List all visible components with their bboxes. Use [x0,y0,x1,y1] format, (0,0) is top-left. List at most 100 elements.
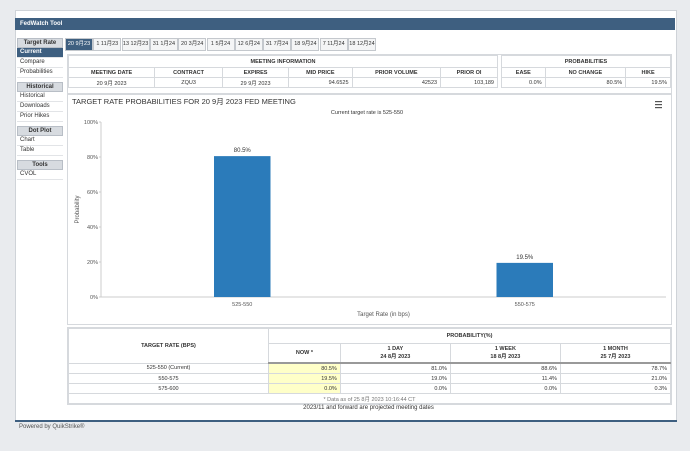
cell: HIKE [625,67,671,78]
cell: 20 9月 2023 [67,77,156,88]
side-item[interactable]: Compare [17,58,63,68]
cell: 42523 [351,77,442,88]
cell: 525-550 (Current) [68,362,269,374]
cell: 0.0% [268,383,341,394]
cell: 0.0% [339,383,451,394]
menu-icon [655,107,662,109]
info-box: MEETING INFORMATION MEETING DATE CONTRACT E… [67,54,672,94]
date-tab[interactable]: 20 9月23 [65,38,93,51]
cell: EASE [501,67,546,78]
side-item[interactable]: Downloads [17,102,63,112]
y-tick-label: 20% [87,260,98,266]
date-tab[interactable]: 1 5月24 [206,38,235,51]
cell: ZQU3 [154,77,223,88]
table-box: TARGET RATE (BPS) PROBABILITY(%) NOW * 1 DA… [67,327,672,405]
chart-box: TARGET RATE PROBABILITIES FOR 20 9月 2023… [67,94,672,325]
cell: 19.5% [268,373,341,384]
divider [15,420,677,422]
cell: MEETING DATE [67,67,156,78]
date-tab[interactable]: 13 12月23 [121,38,150,51]
col-name: 1 WEEK [494,346,516,352]
side-item[interactable]: Historical [17,92,63,102]
chart: TARGET RATE PROBABILITIES FOR 20 9月 2023… [72,97,666,318]
date-tab[interactable]: 1 11月23 [93,38,122,51]
cell: 0.0% [501,77,546,88]
col-name: NOW * [295,350,313,356]
cell: 29 9月 2023 [221,77,290,88]
cell: 80.5% [268,362,341,374]
cell: PRIOR OI [440,67,498,78]
app-title: FedWatch Tool [20,21,63,27]
powered-by: Powered by QuikStrike® [19,424,85,430]
footer-note: 2023/11 and forward are projected meetin… [303,405,434,411]
cell: 0.0% [449,383,561,394]
x-tick-label: 525-550 [232,302,252,308]
y-tick-label: 0% [90,295,98,301]
note-row: * Data as of 25 8月 2023 10:16:44 CT [68,393,671,404]
menu-icon [655,104,662,106]
col-header: 1 DAY 24 8月 2023 [339,343,451,364]
data-label: 80.5% [234,148,252,154]
data-row: 525-550 (Current) 80.5% 81.0% 88.6% 78.7% [68,362,672,374]
chart-title: TARGET RATE PROBABILITIES FOR 20 9月 2023… [72,97,296,106]
date-tab[interactable]: 18 9月24 [291,38,320,51]
y-tick-label: 100% [84,120,98,126]
y-tick-label: 80% [87,155,98,161]
prob-table: PROBABILITIES EASE NO CHANGE HIKE 0.0% 80.5% 1… [501,55,671,88]
cell: 19.5% [625,77,671,88]
sidebar: Target Rate Current Compare Probabilities Hi… [17,38,63,180]
meeting-table: MEETING INFORMATION MEETING DATE CONTRACT E… [67,55,498,88]
cell: * Data as of 25 8月 2023 10:16:44 CT [68,393,671,404]
y-axis-label: Probability [75,195,81,223]
cell: 0.3% [559,383,672,394]
cell: 81.0% [339,362,451,374]
side-header: Tools [17,160,63,170]
side-header: Historical [17,82,63,92]
prob-history: TARGET RATE (BPS) PROBABILITY(%) NOW * 1 DA… [68,328,672,404]
date-tab[interactable]: 12 6月24 [234,38,263,51]
col-name: 1 DAY [387,346,404,352]
y-tick-label: 60% [87,190,98,196]
cell: EXPIRES [221,67,290,78]
head-row: MEETING DATE CONTRACT EXPIRES MID PRICE PRIO… [67,67,498,78]
col-name: 1 MONTH [603,346,628,352]
date-tab[interactable]: 31 1月24 [149,38,178,51]
cell: PROBABILITY(%) [268,328,671,344]
cell: PRIOR VOLUME [351,67,442,78]
cell: 80.5% [544,77,627,88]
date-tab[interactable]: 31 7月24 [263,38,292,51]
bar [214,156,271,297]
data-row: 0.0% 80.5% 19.5% [501,77,671,88]
title-row: PROBABILITIES [501,55,671,68]
x-axis-label: Target Rate (in bps) [357,312,410,318]
side-item[interactable]: Prior Hikes [17,112,63,122]
side-header: Target Rate [17,38,63,48]
cell: 94.6525 [288,77,353,88]
side-item[interactable]: Chart [17,136,63,146]
data-label: 19.5% [516,255,534,261]
cell: NO CHANGE [544,67,627,78]
cell: TARGET RATE (BPS) [68,328,269,364]
date-tab[interactable]: 18 12月24 [348,38,376,51]
date-tab[interactable]: 7 11月24 [319,38,348,51]
data-row: 550-575 19.5% 19.0% 11.4% 21.0% [68,373,672,384]
data-row: 575-600 0.0% 0.0% 0.0% 0.3% [68,383,672,394]
col-date: 25 7月 2023 [600,354,631,360]
side-item[interactable]: CVOL [17,170,63,180]
cell: MID PRICE [288,67,353,78]
head-row: TARGET RATE (BPS) PROBABILITY(%) [68,328,671,364]
col-header: NOW * [268,343,341,364]
col-header: 1 MONTH 25 7月 2023 [559,343,672,364]
cell: 78.7% [559,362,672,374]
side-item[interactable]: Current [17,48,63,58]
side-item[interactable]: Table [17,146,63,156]
col-date: 24 8月 2023 [380,354,411,360]
data-row: 20 9月 2023 ZQU3 29 9月 2023 94.6525 42523 103,… [67,77,498,88]
col-date: 18 8月 2023 [490,354,521,360]
y-tick-label: 40% [87,225,98,231]
cell: 21.0% [559,373,672,384]
title-row: MEETING INFORMATION [68,55,498,68]
chart-subtitle: Current target rate is 525-550 [331,110,403,116]
date-tab[interactable]: 20 3月24 [178,38,207,51]
side-item[interactable]: Probabilities [17,68,63,78]
